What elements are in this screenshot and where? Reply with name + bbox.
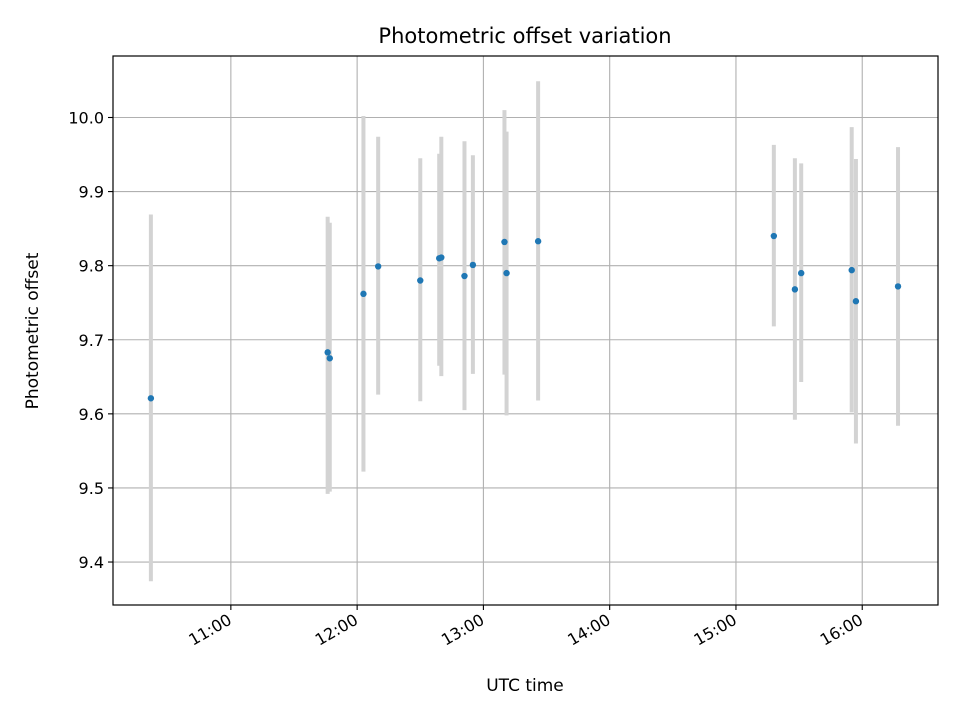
data-point xyxy=(438,254,445,261)
y-tick-label: 9.4 xyxy=(79,553,104,572)
plot-area-frame xyxy=(112,55,939,606)
data-point xyxy=(503,269,510,277)
y-tick-label: 9.6 xyxy=(79,405,104,424)
data-points xyxy=(147,232,902,402)
y-axis-ticks: 9.4 9.5 9.6 9.7 9.8 9.9 10.0 xyxy=(68,108,113,572)
data-point xyxy=(848,266,855,274)
data-point xyxy=(360,290,367,298)
data-point xyxy=(417,277,424,284)
chart-title: Photometric offset variation xyxy=(378,24,671,48)
data-point xyxy=(534,238,542,245)
y-axis-label: Photometric offset xyxy=(23,252,43,409)
data-point xyxy=(791,286,799,293)
data-point xyxy=(374,263,382,270)
data-point xyxy=(852,298,860,305)
data-point xyxy=(326,355,333,362)
data-point xyxy=(324,349,331,356)
y-tick-label: 9.8 xyxy=(79,257,104,276)
y-tick-label: 9.9 xyxy=(79,183,104,202)
y-tick-label: 9.5 xyxy=(79,479,104,498)
y-tick-label: 9.7 xyxy=(79,331,104,350)
data-point xyxy=(469,261,477,269)
data-point xyxy=(501,238,508,246)
data-point xyxy=(770,232,778,240)
data-point xyxy=(798,269,805,277)
data-point xyxy=(147,395,155,402)
data-point xyxy=(461,272,468,280)
y-tick-label: 10.0 xyxy=(68,108,104,127)
data-point xyxy=(894,283,902,290)
x-axis-label: UTC time xyxy=(486,676,564,696)
